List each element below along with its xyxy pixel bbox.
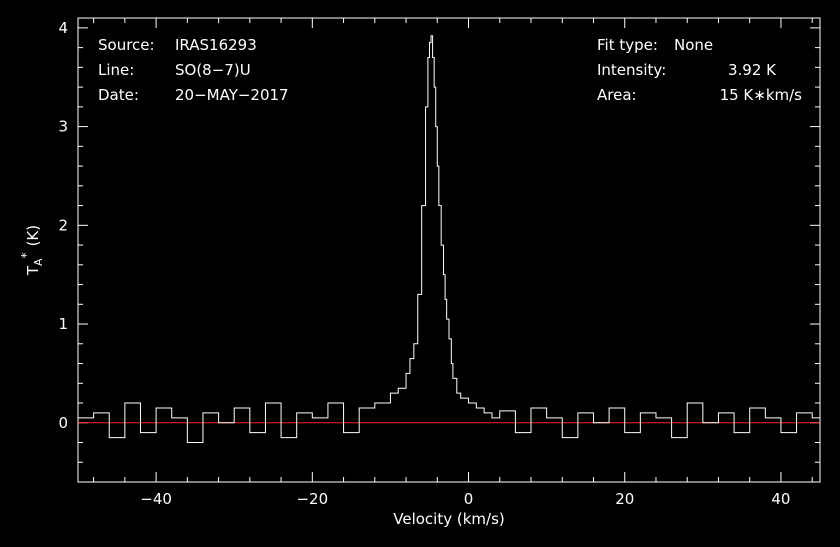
date-value: 20−MAY−2017	[175, 86, 289, 104]
plot-frame	[77, 17, 821, 483]
x-axis-label: Velocity (km/s)	[393, 510, 504, 528]
area-value: 15 K∗km/s	[720, 86, 803, 104]
source-value: IRAS16293	[175, 36, 257, 54]
intensity-label: Intensity:	[597, 61, 666, 79]
line-label: Line:	[98, 61, 134, 79]
source-label: Source:	[98, 36, 155, 54]
header-left: Source: IRAS16293 Line: SO(8−7)U Date: 2…	[98, 36, 289, 104]
header-right: Fit type: None Intensity: 3.92 K Area: 1…	[597, 36, 802, 104]
y-axis-ticks: 0 1 2 3 4	[58, 19, 820, 463]
fit-type-label: Fit type:	[597, 36, 658, 54]
y-tick-label: 1	[58, 315, 68, 333]
svg-text:TA*(K): TA* (K)	[19, 225, 45, 276]
x-tick-label: 40	[771, 490, 790, 508]
y-axis-label-sup: *	[19, 252, 33, 258]
y-tick-label: 4	[58, 19, 68, 37]
x-tick-label: −40	[140, 490, 172, 508]
y-tick-label: 2	[58, 216, 68, 234]
area-label: Area:	[597, 86, 637, 104]
x-tick-label: 0	[464, 490, 474, 508]
intensity-value: 3.92 K	[728, 61, 777, 79]
x-axis-ticks: −40 −20 0 20 40	[93, 18, 813, 508]
date-label: Date:	[98, 86, 139, 104]
y-axis-label-unit: (K)	[24, 225, 42, 247]
fit-type-value: None	[674, 36, 713, 54]
x-tick-label: 20	[615, 490, 634, 508]
y-tick-label: 0	[58, 414, 68, 432]
y-tick-label: 3	[58, 118, 68, 136]
y-axis-label-sub: A	[32, 258, 45, 266]
y-axis-label: TA* (K)	[19, 225, 45, 276]
spectrum-line	[78, 35, 821, 444]
y-axis-label-main: T	[24, 265, 42, 276]
x-tick-label: −20	[296, 490, 328, 508]
line-value: SO(8−7)U	[175, 61, 251, 79]
